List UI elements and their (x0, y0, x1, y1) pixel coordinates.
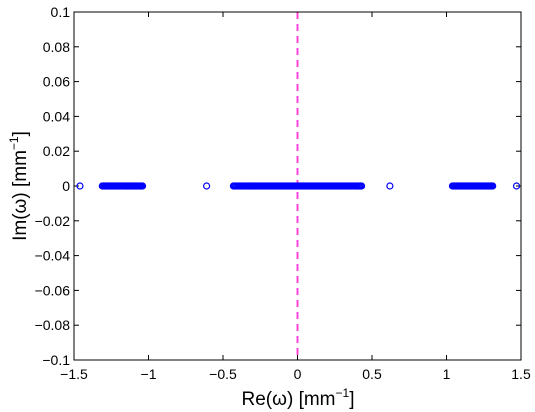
plot-frame (73, 11, 522, 361)
x-axis-label: Re(ω) [mm−1] (242, 386, 355, 410)
isolated-point (203, 182, 211, 190)
isolated-point (76, 182, 84, 190)
x-tick-label: 0.5 (362, 366, 382, 382)
y-axis-label-tail: ] (10, 131, 31, 136)
y-tick-label: −0.02 (35, 213, 71, 229)
y-tick-label: 0.1 (51, 4, 71, 20)
y-tick-label: 0.06 (43, 74, 70, 90)
x-tick-label: −1 (141, 366, 157, 382)
y-tick-label: 0.02 (43, 143, 70, 159)
y-axis-label: Im(ω) [mm−1] (7, 131, 31, 241)
x-tick-label: 1 (443, 366, 451, 382)
y-tick-label: 0.04 (43, 108, 70, 124)
x-tick-label: −1.5 (60, 366, 88, 382)
y-tick-label: 0.08 (43, 39, 70, 55)
x-axis-label-sup: −1 (336, 386, 350, 400)
y-axis-label-sup: −1 (7, 136, 21, 150)
y-tick-label: −0.08 (35, 317, 71, 333)
cluster-point (489, 182, 497, 190)
cluster-point (138, 182, 147, 190)
y-axis-label-main: Im(ω) [mm (10, 150, 31, 241)
x-tick-label: 0 (294, 366, 302, 382)
y-tick-label: 0 (62, 178, 70, 194)
tick-labels-layer: −1.5 −1 −0.5 0 0.5 1 1.5 0.1 0.08 0.06 0.04 0.02 0 −0… (35, 4, 531, 382)
x-axis-label-main: Re(ω) [mm (242, 389, 336, 410)
x-tick-label: 1.5 (511, 366, 531, 382)
isolated-point (512, 182, 521, 190)
x-tick-label: −0.5 (209, 366, 237, 382)
isolated-point (386, 182, 394, 190)
cluster-point (357, 182, 366, 190)
y-tick-label: −0.06 (35, 282, 71, 298)
y-tick-label: −0.1 (42, 352, 70, 368)
data-points-layer (76, 182, 521, 190)
x-axis-label-tail: ] (349, 389, 354, 410)
y-tick-label: −0.04 (35, 248, 71, 264)
